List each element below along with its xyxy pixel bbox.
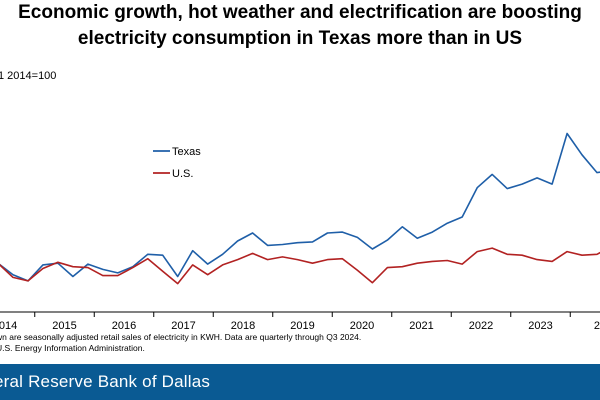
- x-tick-label: 2018: [231, 320, 255, 332]
- footer-brand: eral Reserve Bank of Dallas: [0, 372, 211, 391]
- x-tick-label: 2019: [290, 320, 314, 332]
- title-line-2: electricity consumption in Texas more th…: [77, 28, 523, 49]
- x-tick-label: 2022: [469, 320, 493, 332]
- x-tick-label: 2023: [528, 320, 552, 332]
- chart-subtitle: 1 2014=100: [0, 70, 57, 82]
- legend-label: U.S.: [172, 168, 193, 180]
- chart-title: Economic growth, hot weather and electri…: [0, 0, 600, 52]
- title-line-1: Economic growth, hot weather and electri…: [18, 2, 582, 23]
- series-line-texas: [0, 132, 600, 282]
- x-tick-label: 2020: [350, 320, 374, 332]
- x-tick-label: 2016: [112, 320, 136, 332]
- legend-label: Texas: [172, 146, 201, 158]
- footer-bar: eral Reserve Bank of Dallas: [0, 364, 600, 400]
- x-tick-label: 20: [594, 320, 600, 332]
- series-line-us: [0, 247, 600, 285]
- x-tick-label: 2014: [0, 320, 17, 332]
- legend: Texas U.S.: [153, 146, 201, 180]
- chart-notes: wn are seasonally adjusted retail sales …: [0, 332, 361, 354]
- note-line-1: wn are seasonally adjusted retail sales …: [0, 332, 362, 342]
- note-line-2: U.S. Energy Information Administration.: [0, 343, 145, 353]
- series-lines: [0, 132, 600, 285]
- x-axis: 2014 2015 2016 2017 2018 2019 2020 2021 2022 2023…: [0, 311, 600, 332]
- line-chart: 2014 2015 2016 2017 2018 2019 2020 2021 2022 2023…: [0, 132, 600, 332]
- x-tick-label: 2021: [409, 320, 433, 332]
- x-tick-label: 2015: [52, 320, 76, 332]
- x-tick-label: 2017: [171, 320, 195, 332]
